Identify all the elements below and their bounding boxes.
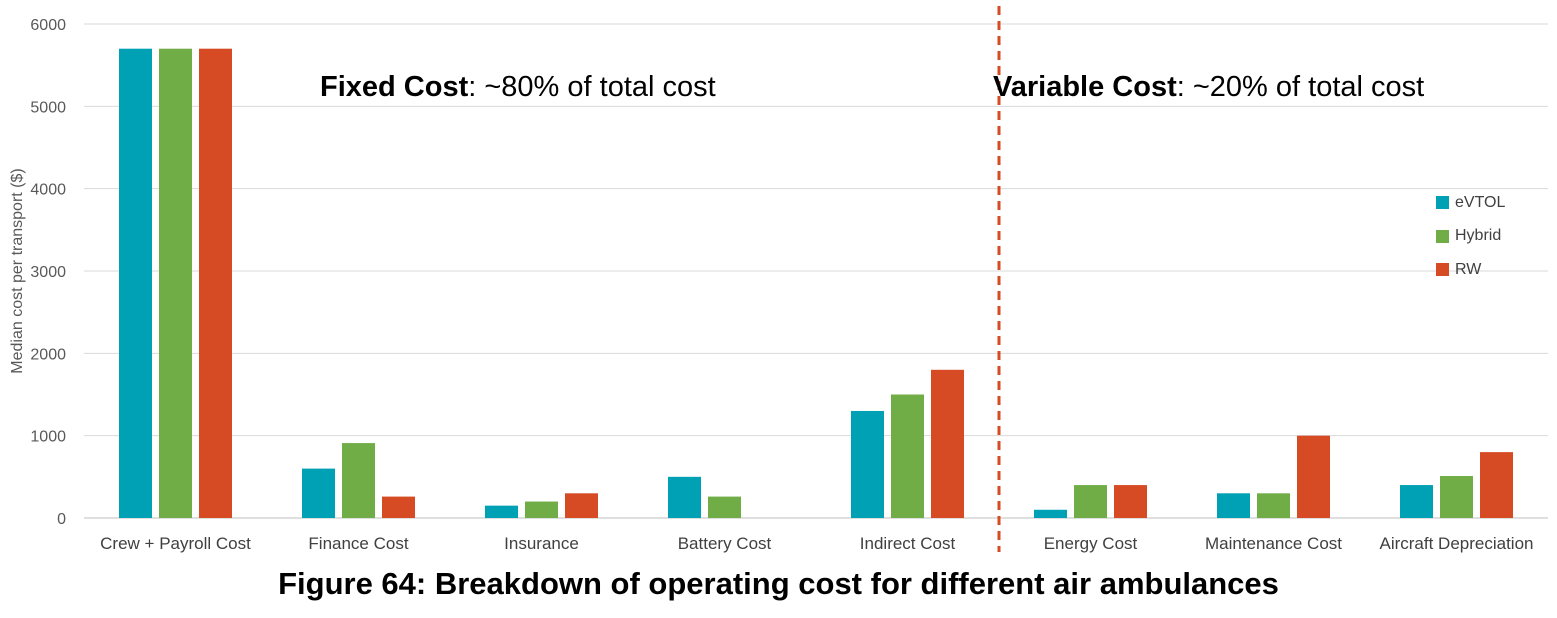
legend-swatch-evtol	[1436, 196, 1449, 210]
variable-cost-share: : ~20% of total cost	[1176, 71, 1425, 103]
legend: eVTOL Hybrid RW	[1436, 186, 1505, 287]
bar-rw-6	[1114, 485, 1147, 518]
fixed-cost-annotation: Fixed Cost: ~80% of total cost	[320, 71, 716, 104]
legend-label-rw: RW	[1455, 260, 1482, 278]
variable-cost-label: Variable Cost	[993, 71, 1177, 103]
legend-label-evtol: eVTOL	[1455, 193, 1506, 211]
bar-hybrid-8	[1440, 476, 1473, 518]
chart-area: 0 1000 2000 3000 4000 5000 6000 Crew + Payroll …	[9, 6, 1548, 553]
bar-hybrid-5	[891, 394, 924, 518]
fixed-cost-share: : ~80% of total cost	[468, 71, 716, 103]
legend-label-hybrid: Hybrid	[1455, 227, 1502, 245]
bar-evtol-6	[1034, 509, 1067, 518]
variable-cost-annotation: Variable Cost: ~20% of total cost	[993, 71, 1424, 104]
bar-rw-5	[931, 369, 964, 518]
bar-rw-8	[1480, 452, 1513, 518]
bar-hybrid-1	[159, 48, 192, 518]
bar-evtol-1	[119, 48, 152, 518]
bar-rw-3	[565, 493, 598, 518]
y-tick-label: 0	[57, 511, 66, 528]
x-tick-label: Indirect Cost	[860, 534, 956, 553]
y-tick-label: 6000	[30, 17, 66, 34]
x-tick-label: Maintenance Cost	[1205, 534, 1342, 553]
bar-evtol-3	[485, 505, 518, 518]
fixed-cost-label: Fixed Cost	[320, 71, 469, 103]
y-tick-label: 3000	[30, 264, 66, 281]
x-tick-label: Insurance	[504, 534, 579, 553]
legend-swatch-hybrid	[1436, 229, 1449, 243]
y-tick-label: 1000	[30, 429, 66, 446]
bar-evtol-8	[1400, 485, 1433, 518]
bar-rw-2	[382, 496, 415, 518]
x-tick-label: Aircraft Depreciation	[1379, 534, 1533, 553]
bar-rw-7	[1297, 435, 1330, 518]
bar-hybrid-7	[1257, 493, 1290, 518]
legend-item-rw: RW	[1436, 253, 1505, 287]
x-tick-label: Energy Cost	[1044, 534, 1138, 553]
legend-swatch-rw	[1436, 263, 1449, 277]
bar-hybrid-4	[708, 496, 741, 518]
y-tick-label: 2000	[30, 346, 66, 363]
bar-evtol-2	[302, 468, 335, 518]
bar-hybrid-2	[342, 443, 375, 518]
legend-item-evtol: eVTOL	[1436, 186, 1505, 220]
bar-evtol-7	[1217, 493, 1250, 518]
bar-hybrid-6	[1074, 485, 1107, 518]
bar-evtol-5	[851, 410, 884, 518]
y-tick-label: 4000	[30, 182, 66, 199]
bar-rw-1	[199, 48, 232, 518]
x-tick-label: Finance Cost	[308, 534, 408, 553]
bar-chart: 0 1000 2000 3000 4000 5000 6000 Crew + Payroll …	[9, 6, 1548, 553]
bar-hybrid-3	[525, 501, 558, 518]
x-tick-label: Crew + Payroll Cost	[100, 534, 251, 553]
x-tick-label: Battery Cost	[678, 534, 772, 553]
figure-caption: Figure 64: Breakdown of operating cost f…	[278, 566, 1279, 601]
y-tick-label: 5000	[30, 99, 66, 116]
y-axis-label: Median cost per transport ($)	[9, 168, 26, 373]
legend-item-hybrid: Hybrid	[1436, 220, 1505, 254]
bar-evtol-4	[668, 476, 701, 518]
